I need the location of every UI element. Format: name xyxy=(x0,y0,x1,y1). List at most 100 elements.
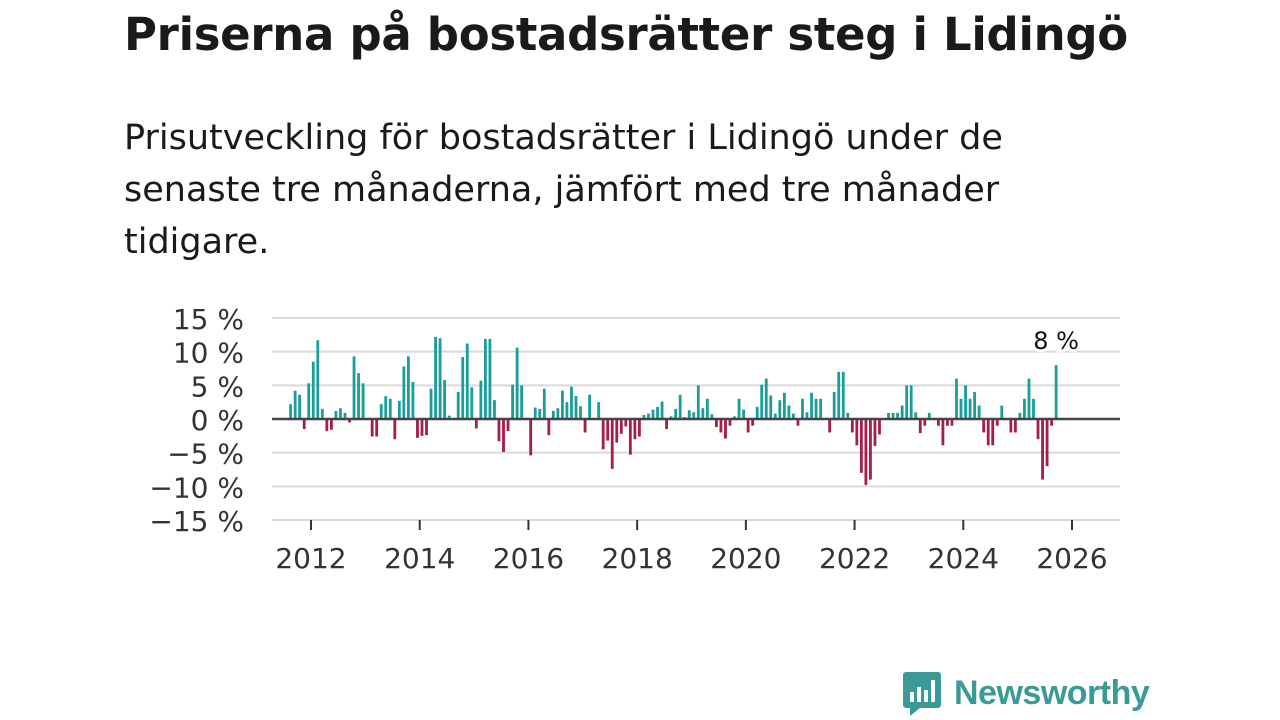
bar xyxy=(647,413,650,419)
bar xyxy=(483,338,487,419)
bar xyxy=(289,404,293,419)
bar xyxy=(511,384,514,419)
bar xyxy=(914,412,918,419)
bar xyxy=(393,419,397,440)
bar xyxy=(420,419,424,436)
bar xyxy=(927,412,931,419)
bar xyxy=(787,405,791,419)
bar xyxy=(873,419,877,446)
bar xyxy=(968,398,972,419)
bar xyxy=(348,419,351,423)
bar xyxy=(556,408,560,419)
bar xyxy=(302,419,306,430)
x-tick-label: 2016 xyxy=(493,542,564,575)
bar xyxy=(610,419,614,469)
bar xyxy=(619,419,623,434)
bar xyxy=(950,419,954,426)
brand-name: Newsworthy xyxy=(954,673,1150,712)
bar xyxy=(1009,419,1013,433)
bar xyxy=(493,400,496,419)
bar xyxy=(909,385,913,419)
bar xyxy=(878,419,881,435)
bar xyxy=(474,419,478,429)
bar xyxy=(801,398,804,419)
bar xyxy=(986,419,990,446)
bar xyxy=(1054,365,1058,419)
bar xyxy=(669,416,673,419)
bar xyxy=(588,394,591,419)
last-value-label: 8 % xyxy=(1030,324,1082,358)
chart-subtitle: Prisutveckling för bostadsrätter i Lidin… xyxy=(124,118,1003,262)
x-tick-label: 2018 xyxy=(602,542,673,575)
bar xyxy=(715,419,718,428)
bar xyxy=(710,414,714,419)
bar xyxy=(357,373,360,419)
bar xyxy=(425,419,428,436)
bar xyxy=(411,381,415,419)
bar xyxy=(325,419,329,432)
bar xyxy=(447,415,451,419)
bar xyxy=(995,419,999,426)
bar xyxy=(461,357,465,419)
bar xyxy=(397,400,401,419)
bar xyxy=(941,419,945,446)
bar xyxy=(298,394,302,419)
bar xyxy=(638,419,641,437)
bar xyxy=(570,386,573,419)
bar xyxy=(375,419,379,437)
bar xyxy=(1032,398,1035,419)
y-tick-label: 0 % xyxy=(191,404,244,437)
bar xyxy=(565,402,569,419)
bar xyxy=(778,400,782,419)
y-tick-label: −10 % xyxy=(149,471,244,504)
bar xyxy=(810,392,813,419)
x-tick-label: 2024 xyxy=(928,542,999,575)
bar xyxy=(719,419,723,433)
brand-footer: Newsworthy xyxy=(902,668,1150,718)
bar xyxy=(606,419,610,441)
bar xyxy=(850,419,854,433)
bar xyxy=(991,419,995,446)
bar xyxy=(434,336,437,419)
bar xyxy=(887,412,890,419)
bar xyxy=(656,406,659,419)
price-change-chart: 15 %10 %5 %0 %−5 %−10 %−15 % 2012 2014 201… xyxy=(149,303,1120,575)
bar xyxy=(696,385,700,419)
bar xyxy=(1027,378,1031,419)
bar xyxy=(982,419,986,433)
bar xyxy=(497,419,501,442)
bar xyxy=(601,419,605,450)
bar xyxy=(828,419,832,433)
bar xyxy=(379,404,383,419)
bar xyxy=(334,410,338,419)
bar xyxy=(533,407,537,419)
bar xyxy=(665,419,668,430)
bar xyxy=(1036,419,1040,440)
bar xyxy=(896,412,900,419)
bar xyxy=(773,413,777,419)
bar xyxy=(311,361,315,419)
bar xyxy=(293,390,297,419)
chart-title: Priserna på bostadsrätter steg i Lidingö xyxy=(124,8,1128,61)
bar xyxy=(728,419,732,426)
bar xyxy=(406,356,410,419)
bar xyxy=(746,419,750,433)
bar xyxy=(964,385,967,419)
bar xyxy=(674,408,678,419)
bar xyxy=(1041,419,1044,480)
bar xyxy=(429,388,433,419)
bar xyxy=(705,398,709,419)
x-axis-ticks: 2012 2014 2016 2018 2020 2022 2024 2026 xyxy=(275,520,1108,575)
bar xyxy=(574,396,578,419)
bar xyxy=(832,392,836,419)
bar xyxy=(805,412,809,419)
bar xyxy=(955,378,958,419)
bar xyxy=(520,385,524,419)
newsworthy-logo-icon xyxy=(903,672,941,716)
bar xyxy=(551,410,555,419)
bar xyxy=(583,419,587,433)
bar xyxy=(660,401,664,419)
bar xyxy=(900,405,904,419)
bar xyxy=(737,398,741,419)
bar xyxy=(760,384,764,419)
